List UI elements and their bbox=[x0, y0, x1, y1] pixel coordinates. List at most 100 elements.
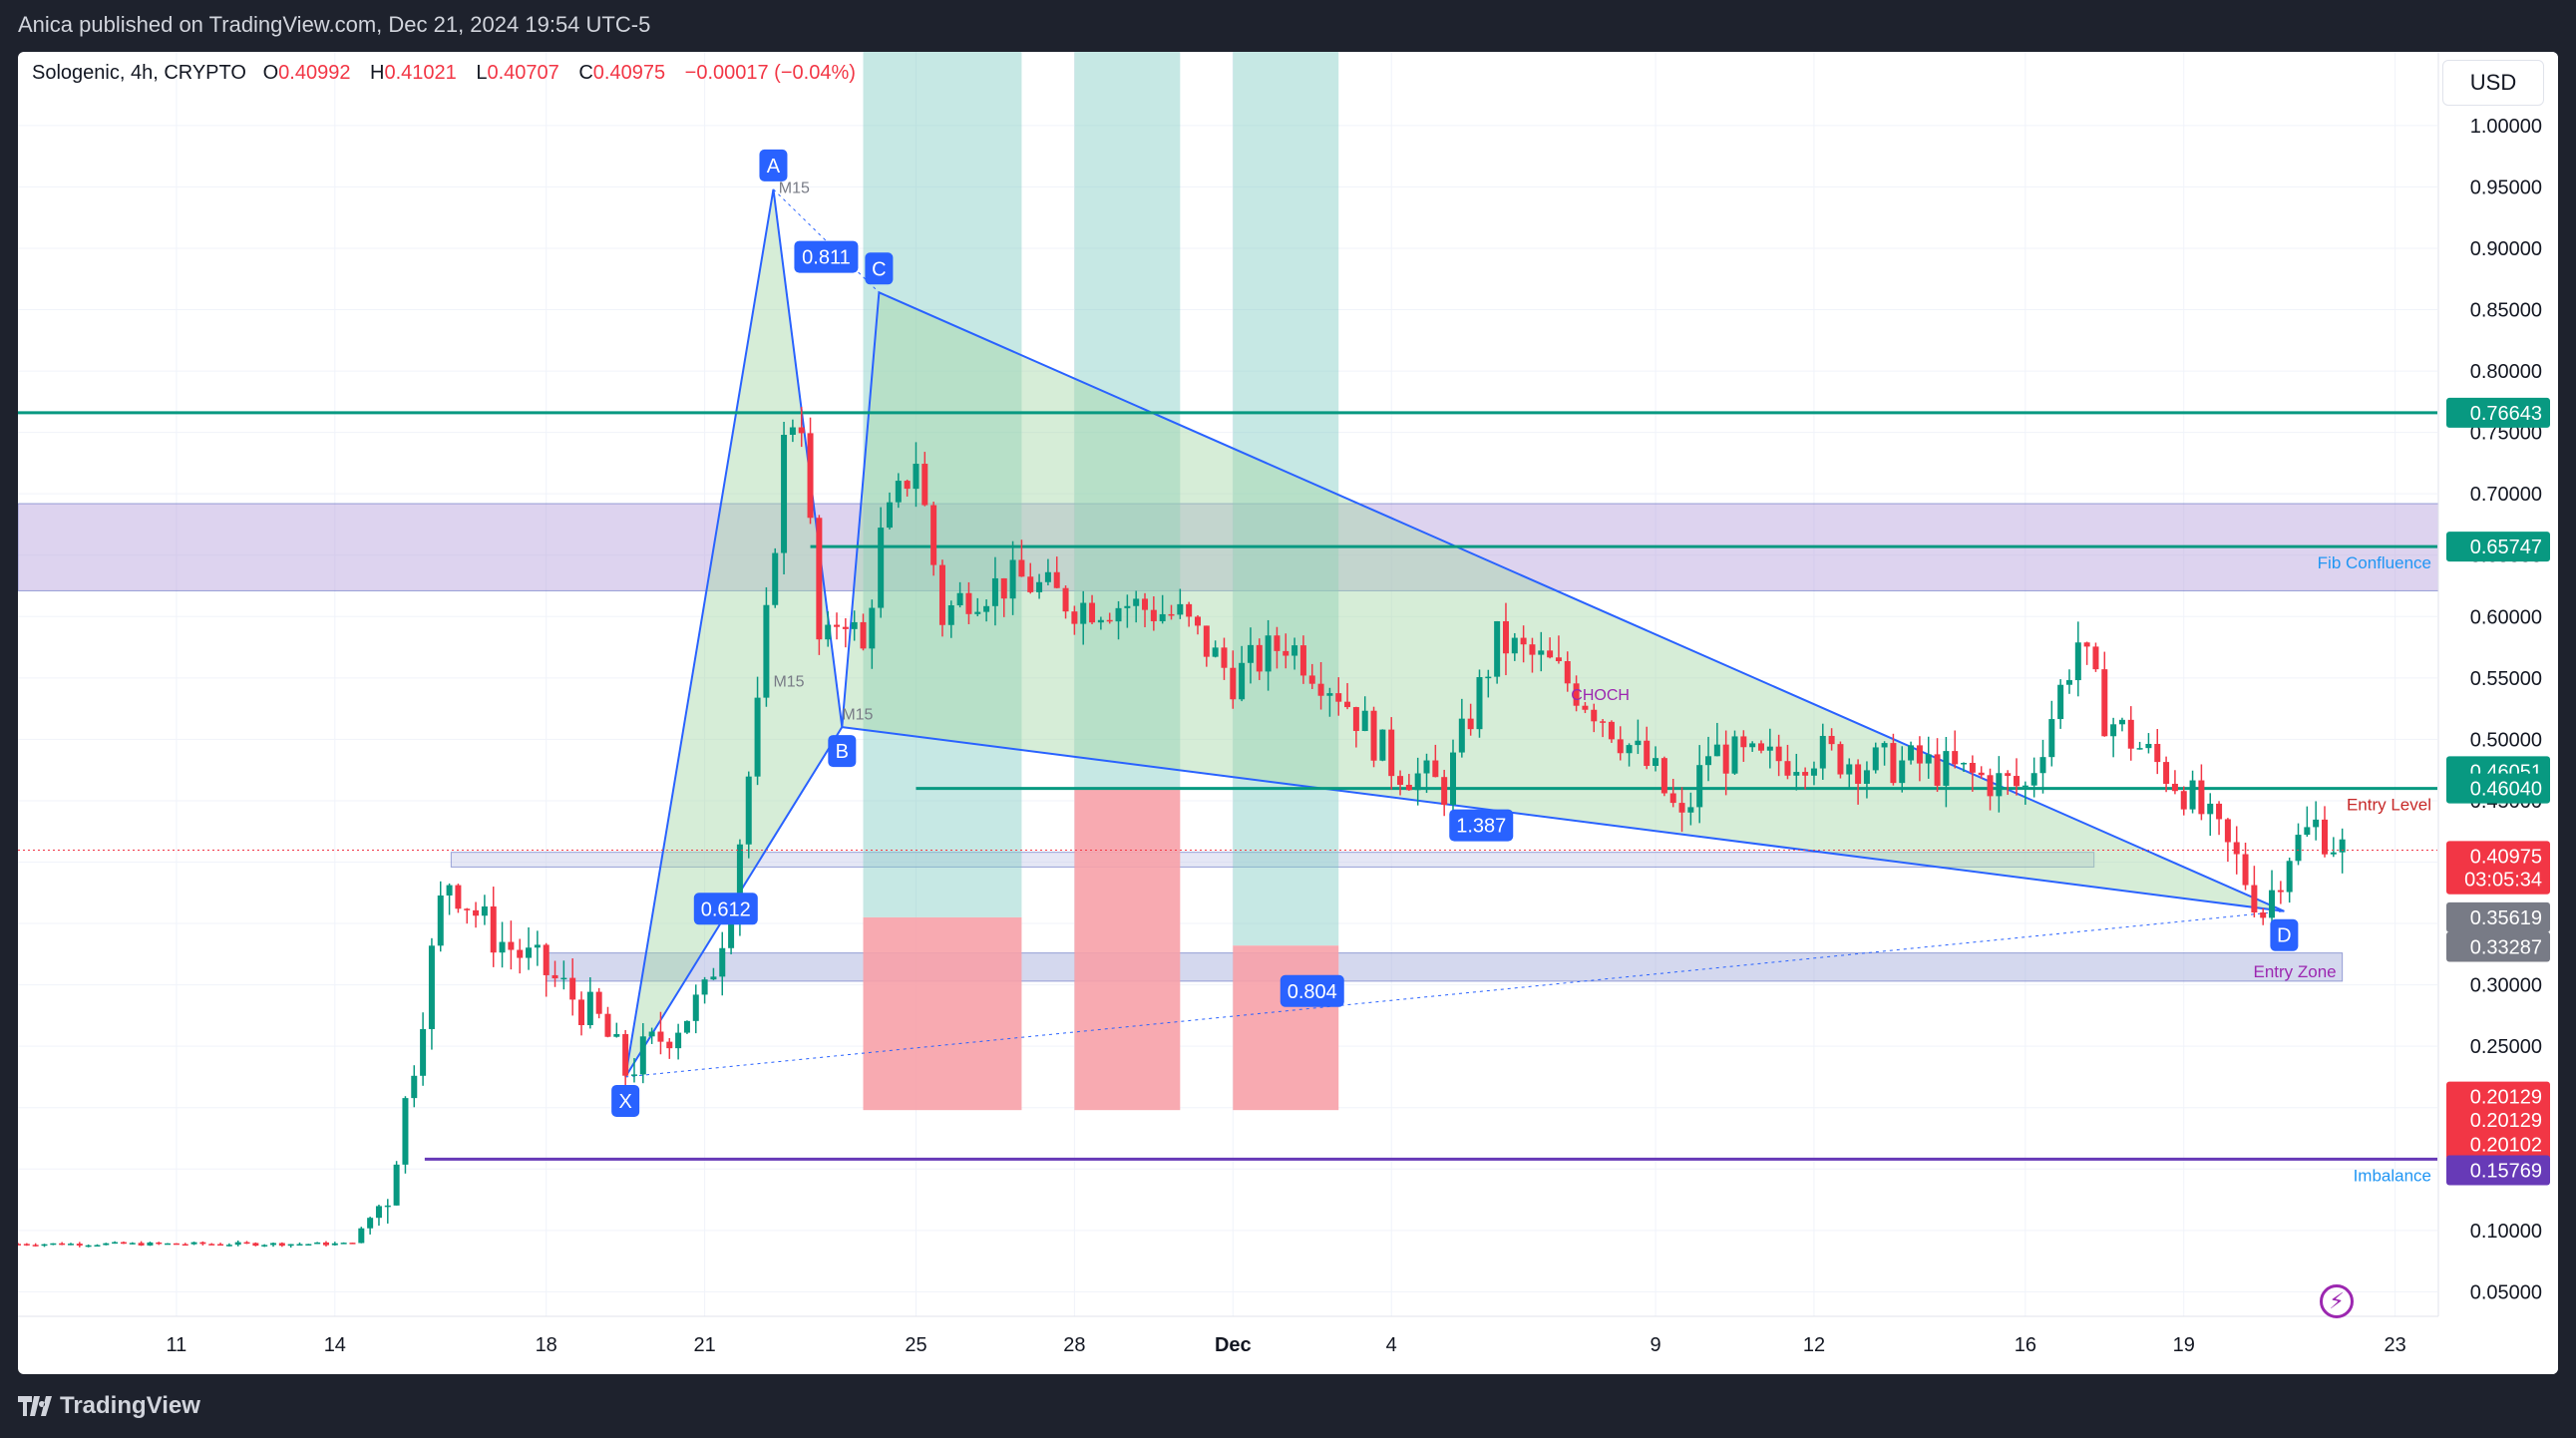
pattern-point-badge[interactable] bbox=[611, 1084, 640, 1117]
candle-body bbox=[834, 624, 841, 627]
candle-body bbox=[1828, 735, 1835, 745]
candle-body bbox=[1793, 772, 1800, 776]
candle-body bbox=[2118, 719, 2125, 725]
high-value: 0.41021 bbox=[384, 62, 457, 84]
candle-body bbox=[270, 1243, 277, 1246]
candle-body bbox=[745, 776, 752, 845]
price-tick: 0.70000 bbox=[2470, 484, 2542, 506]
candle-body bbox=[1925, 754, 1932, 764]
candle-body bbox=[772, 552, 779, 605]
candle-body bbox=[2048, 719, 2055, 758]
candle-body bbox=[94, 1245, 101, 1248]
candle-body bbox=[736, 844, 743, 920]
candle-body bbox=[1388, 729, 1395, 777]
candle-body bbox=[1221, 647, 1228, 668]
candle-body bbox=[402, 1098, 409, 1165]
time-tick: 16 bbox=[2015, 1334, 2036, 1356]
candle-body bbox=[1080, 602, 1087, 624]
ratio-badge[interactable] bbox=[794, 240, 859, 273]
candle-body bbox=[1538, 650, 1545, 655]
candle-body bbox=[1361, 710, 1368, 732]
candle-body bbox=[2260, 912, 2267, 918]
candle-body bbox=[1308, 675, 1315, 684]
footer: TradingView bbox=[0, 1374, 2576, 1438]
candle-body bbox=[1819, 735, 1826, 769]
position-target bbox=[1233, 52, 1339, 946]
currency-selector[interactable]: USD bbox=[2442, 60, 2544, 106]
candle-body bbox=[1283, 650, 1289, 656]
candle-body bbox=[569, 977, 576, 1000]
ratio-label: 1.387 bbox=[1456, 816, 1506, 838]
candle-body bbox=[1520, 637, 1527, 645]
candle-body bbox=[2198, 780, 2205, 815]
price-tick: 0.95000 bbox=[2470, 177, 2542, 198]
ratio-badge[interactable] bbox=[1280, 974, 1344, 1007]
candle-body bbox=[1018, 559, 1025, 577]
candle-body bbox=[904, 481, 911, 490]
candle-body bbox=[2207, 803, 2214, 815]
candle-body bbox=[1432, 760, 1439, 778]
candle-body bbox=[2286, 861, 2293, 893]
pattern-point-badge[interactable] bbox=[759, 149, 788, 181]
ratio-badge[interactable] bbox=[1449, 809, 1514, 842]
ratio-badge[interactable] bbox=[693, 893, 758, 925]
candle-body bbox=[974, 611, 981, 614]
price-tick: 0.60000 bbox=[2470, 606, 2542, 628]
price-tick: 0.50000 bbox=[2470, 729, 2542, 751]
pattern-point-badge[interactable] bbox=[2270, 918, 2299, 951]
candle-body bbox=[1635, 740, 1642, 746]
candle-body bbox=[67, 1244, 74, 1246]
price-tick: 0.10000 bbox=[2470, 1221, 2542, 1243]
candle-body bbox=[1177, 603, 1184, 615]
price-axis-label-text: 0.65747 bbox=[2470, 537, 2542, 558]
candle-body bbox=[710, 976, 717, 980]
candle-body bbox=[18, 1244, 21, 1246]
candle-body bbox=[1247, 644, 1254, 663]
lightning-icon[interactable]: ⚡ bbox=[2320, 1284, 2354, 1318]
candle-body bbox=[2014, 776, 2021, 787]
candle-body bbox=[156, 1242, 163, 1245]
candle-body bbox=[147, 1242, 154, 1246]
candle-body bbox=[1608, 721, 1615, 740]
price-chart[interactable]: Entry Zone Fib Confluence Entry Level Imbal… bbox=[18, 52, 2558, 1374]
candle-body bbox=[648, 1031, 655, 1037]
candle-body bbox=[2233, 842, 2240, 855]
price-axis-label bbox=[2446, 1129, 2550, 1160]
tradingview-logo[interactable]: TradingView bbox=[18, 1392, 200, 1420]
candle-body bbox=[930, 505, 937, 565]
candle-body bbox=[2321, 819, 2328, 855]
candle-body bbox=[112, 1242, 119, 1245]
pattern-point-badge[interactable] bbox=[828, 735, 857, 768]
candle-body bbox=[428, 945, 435, 1029]
price-axis-label bbox=[2446, 532, 2550, 562]
time-tick: 23 bbox=[2384, 1334, 2405, 1356]
candle-body bbox=[1239, 662, 1246, 700]
candle-body bbox=[165, 1243, 172, 1246]
candle-body bbox=[1653, 758, 1659, 767]
symbol-name[interactable]: Sologenic, 4h, CRYPTO bbox=[32, 62, 246, 84]
candle-body bbox=[781, 435, 788, 553]
candle-body bbox=[719, 947, 726, 977]
candle-body bbox=[1890, 743, 1897, 784]
candle-body bbox=[208, 1244, 215, 1246]
time-tick: 4 bbox=[1386, 1334, 1397, 1356]
candle-body bbox=[455, 885, 462, 909]
chart-panel[interactable]: Entry Zone Fib Confluence Entry Level Imbal… bbox=[18, 52, 2558, 1374]
candle-body bbox=[2127, 719, 2134, 749]
candle-body bbox=[1274, 635, 1281, 651]
zone-rect bbox=[546, 952, 2344, 982]
pattern-marker: M15 bbox=[773, 673, 804, 690]
pattern-point-badge[interactable] bbox=[865, 252, 894, 285]
candle-body bbox=[754, 697, 761, 777]
candle-body bbox=[23, 1244, 30, 1246]
candle-body bbox=[789, 427, 796, 436]
price-axis-label bbox=[2446, 773, 2550, 804]
candle-body bbox=[728, 919, 735, 948]
pattern-point-x: X bbox=[618, 1091, 631, 1113]
candle-body bbox=[1564, 661, 1571, 684]
candle-body bbox=[340, 1243, 347, 1245]
candle-body bbox=[1713, 744, 1720, 757]
candle-body bbox=[2083, 642, 2090, 647]
candle-body bbox=[763, 604, 770, 698]
candle-body bbox=[1705, 756, 1712, 766]
